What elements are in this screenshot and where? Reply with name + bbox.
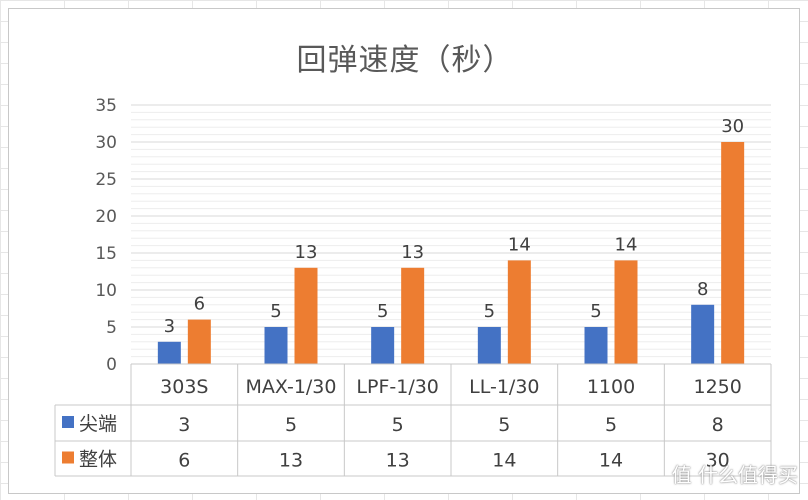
bar-series-2 — [294, 267, 318, 364]
table-cell: 14 — [492, 450, 516, 472]
table-cell: 30 — [706, 450, 730, 472]
legend-label: 整体 — [79, 449, 117, 471]
bar-series-1 — [264, 327, 288, 364]
chart-title: 回弹速度（秒） — [296, 43, 514, 78]
data-label: 30 — [721, 116, 744, 137]
bar-series-1 — [157, 341, 181, 364]
legend-key-series-1 — [62, 416, 74, 428]
table-cell: 14 — [599, 450, 623, 472]
category-label: 303S — [160, 376, 208, 398]
y-tick-label: 0 — [106, 355, 117, 375]
category-label: 1250 — [693, 376, 741, 398]
y-tick-label: 10 — [95, 281, 117, 301]
bar-series-1 — [584, 327, 608, 364]
bar-series-2 — [721, 142, 745, 364]
data-label: 5 — [590, 301, 601, 322]
y-tick-label: 15 — [95, 244, 117, 264]
category-label: 1100 — [587, 376, 635, 398]
table-cell: 5 — [605, 414, 617, 436]
bar-series-2 — [614, 260, 638, 364]
table-cell: 13 — [279, 450, 303, 472]
category-label: LPF-1/30 — [356, 376, 439, 398]
table-cell: 5 — [392, 414, 404, 436]
data-label: 14 — [508, 234, 531, 255]
category-label: LL-1/30 — [469, 376, 539, 398]
table-cell: 13 — [386, 450, 410, 472]
table-cell: 6 — [178, 450, 190, 472]
data-label: 14 — [615, 234, 638, 255]
data-label: 5 — [484, 301, 495, 322]
bar-series-2 — [401, 267, 425, 364]
bar-series-2 — [507, 260, 531, 364]
category-label: MAX-1/30 — [246, 376, 337, 398]
bar-series-2 — [187, 319, 211, 364]
data-label: 13 — [295, 242, 318, 263]
data-label: 6 — [194, 294, 205, 315]
chart-area[interactable]: 回弹速度（秒） 0 5 10 15 20 25 30 35 3 6 5 13 5 13 5 14 5 14 8 30 3… — [8, 8, 800, 494]
bar-series-1 — [477, 327, 501, 364]
y-tick-label: 5 — [106, 318, 117, 338]
bar-series-1 — [371, 327, 395, 364]
legend-label: 尖端 — [79, 413, 117, 435]
table-cell: 5 — [498, 414, 510, 436]
data-label: 5 — [270, 301, 281, 322]
y-tick-label: 20 — [95, 207, 117, 227]
data-label: 3 — [164, 316, 175, 337]
y-tick-label: 25 — [95, 170, 117, 190]
y-tick-label: 35 — [95, 96, 117, 116]
data-label: 5 — [377, 301, 388, 322]
data-label: 8 — [697, 279, 708, 300]
legend-key-series-2 — [62, 451, 74, 464]
watermark: 值 什么值得买 — [671, 463, 798, 487]
y-tick-label: 30 — [95, 133, 117, 153]
data-label: 13 — [401, 242, 424, 263]
table-cell: 8 — [712, 414, 724, 436]
table-cell: 5 — [285, 414, 297, 436]
table-cell: 3 — [178, 414, 190, 436]
bar-series-1 — [691, 304, 715, 364]
